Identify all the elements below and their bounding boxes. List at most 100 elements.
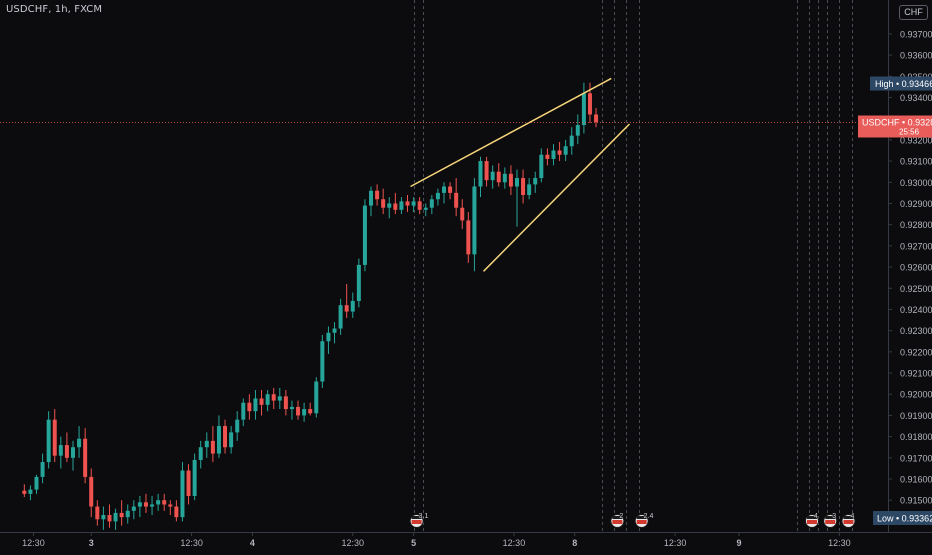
candle-up[interactable]	[46, 411, 51, 469]
candle-down[interactable]	[223, 419, 228, 454]
candle-up[interactable]	[113, 508, 118, 530]
trendline-lower[interactable]	[483, 123, 631, 272]
candle-up[interactable]	[527, 178, 532, 200]
candle-down[interactable]	[95, 500, 100, 526]
candle-up[interactable]	[320, 334, 325, 388]
candle-up[interactable]	[235, 411, 240, 441]
candle-down[interactable]	[119, 500, 124, 526]
candle-down[interactable]	[344, 284, 349, 318]
candle-down[interactable]	[210, 426, 215, 463]
candle-up[interactable]	[150, 495, 155, 516]
candle-up[interactable]	[314, 377, 319, 418]
candle-down[interactable]	[448, 182, 453, 200]
candle-up[interactable]	[575, 114, 580, 145]
candle-up[interactable]	[58, 436, 63, 469]
candle-down[interactable]	[557, 142, 562, 162]
candle-down[interactable]	[308, 402, 313, 416]
candle-down[interactable]	[52, 409, 57, 463]
candle-up[interactable]	[265, 389, 270, 412]
candle-up[interactable]	[356, 258, 361, 308]
candle-up[interactable]	[198, 440, 203, 469]
economic-event-marker[interactable]: 4	[804, 513, 819, 528]
candle-up[interactable]	[399, 197, 404, 215]
candle-up[interactable]	[581, 82, 586, 134]
trendline-upper[interactable]	[410, 77, 612, 188]
candle-up[interactable]	[539, 148, 544, 183]
candle-up[interactable]	[77, 426, 82, 458]
candle-up[interactable]	[40, 453, 45, 484]
economic-event-marker[interactable]: 3	[823, 513, 838, 528]
candle-down[interactable]	[381, 188, 386, 215]
candle-down[interactable]	[186, 464, 191, 505]
candle-up[interactable]	[216, 415, 221, 458]
candle-up[interactable]	[478, 156, 483, 198]
candle-up[interactable]	[411, 197, 416, 212]
candle-down[interactable]	[296, 400, 301, 420]
candle-up[interactable]	[229, 426, 234, 454]
candle-up[interactable]	[350, 292, 355, 318]
candle-up[interactable]	[569, 127, 574, 155]
candle-down[interactable]	[393, 192, 398, 215]
candle-down[interactable]	[405, 194, 410, 212]
economic-event-marker[interactable]: 2	[610, 513, 625, 528]
candle-up[interactable]	[362, 199, 367, 272]
economic-event-marker[interactable]: 3.1	[409, 513, 428, 528]
candle-up[interactable]	[369, 186, 374, 217]
candle-down[interactable]	[594, 108, 599, 128]
candle-down[interactable]	[484, 156, 489, 187]
candle-up[interactable]	[34, 474, 39, 494]
candle-up[interactable]	[563, 139, 568, 162]
candle-down[interactable]	[168, 500, 173, 516]
candle-up[interactable]	[423, 203, 428, 217]
economic-event-marker[interactable]: 2.4	[634, 513, 654, 528]
candle-up[interactable]	[204, 432, 209, 458]
candle-up[interactable]	[338, 298, 343, 335]
candle-up[interactable]	[241, 398, 246, 427]
candle-up[interactable]	[326, 326, 331, 354]
candle-down[interactable]	[496, 163, 501, 187]
candle-up[interactable]	[253, 389, 258, 420]
candle-down[interactable]	[162, 493, 167, 511]
candle-up[interactable]	[429, 194, 434, 215]
candle-up[interactable]	[472, 178, 477, 272]
candle-down[interactable]	[417, 197, 422, 215]
currency-badge[interactable]: CHF	[899, 5, 928, 20]
candle-down[interactable]	[143, 493, 148, 513]
candle-up[interactable]	[551, 144, 556, 166]
candle-up[interactable]	[101, 506, 106, 530]
candle-up[interactable]	[70, 440, 75, 471]
candle-up[interactable]	[125, 504, 130, 524]
candle-down[interactable]	[22, 484, 27, 498]
candle-down[interactable]	[466, 211, 471, 263]
candle-down[interactable]	[375, 184, 380, 206]
candle-down[interactable]	[89, 468, 94, 518]
candle-up[interactable]	[490, 165, 495, 189]
candle-up[interactable]	[137, 495, 142, 518]
candle-down[interactable]	[521, 169, 526, 204]
candle-up[interactable]	[277, 387, 282, 410]
candle-up[interactable]	[302, 402, 307, 422]
candle-up[interactable]	[332, 322, 337, 344]
candle-down[interactable]	[83, 428, 88, 484]
candle-down[interactable]	[259, 389, 264, 416]
candle-down[interactable]	[174, 500, 179, 522]
candle-up[interactable]	[502, 167, 507, 189]
candle-down[interactable]	[107, 504, 112, 528]
candle-up[interactable]	[156, 493, 161, 511]
candle-down[interactable]	[283, 389, 288, 416]
candle-up[interactable]	[442, 182, 446, 204]
candle-up[interactable]	[435, 188, 440, 206]
candle-up[interactable]	[28, 485, 33, 501]
candle-down[interactable]	[460, 199, 465, 229]
candle-down[interactable]	[508, 165, 513, 195]
candle-down[interactable]	[271, 387, 276, 410]
price-scale[interactable]: 0.937000.936000.935000.934000.933000.932…	[888, 29, 932, 527]
candle-up[interactable]	[180, 462, 185, 522]
candle-down[interactable]	[247, 394, 252, 420]
candle-up[interactable]	[514, 169, 519, 227]
time-scale[interactable]: 12:30 3 12:30 4 12:30 5 12:30 8 12:30 9 12:30	[22, 532, 851, 548]
economic-event-marker[interactable]: 4	[841, 513, 856, 528]
candle-down[interactable]	[545, 148, 550, 166]
